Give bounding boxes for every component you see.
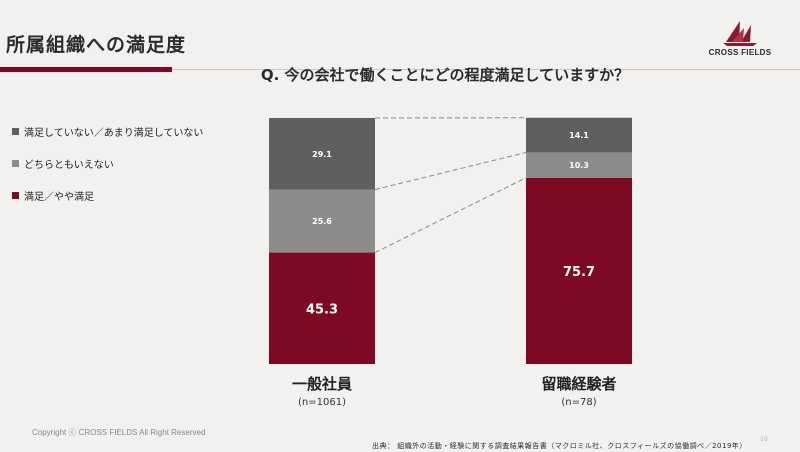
- copyright-text: Copyright ⓒ CROSS FIELDS All Right Reser…: [32, 428, 206, 437]
- bar-segment: [526, 177, 632, 364]
- bar-segment: [269, 189, 375, 253]
- legend-swatch: [12, 159, 19, 167]
- bar-segment: [526, 117, 632, 153]
- legend-item: 満足／やや満足: [12, 188, 203, 203]
- data-label: 10.3: [569, 161, 589, 170]
- title-underline-accent: [0, 67, 172, 72]
- page-number: 10: [760, 436, 768, 443]
- title-underline: [172, 69, 800, 70]
- legend-label: 満足／やや満足: [24, 191, 94, 203]
- data-label: 25.6: [312, 217, 332, 226]
- bar-segment: [526, 152, 632, 178]
- ship-sail-icon: [723, 21, 757, 46]
- category-label: 留職経験者: [541, 375, 616, 393]
- data-label: 45.3: [306, 302, 338, 317]
- bar-segment: [269, 118, 375, 190]
- data-label: 75.7: [563, 265, 595, 280]
- logo-text: CROSS FIELDS: [708, 48, 772, 57]
- page-title: 所属組織への満足度: [6, 34, 187, 56]
- legend-swatch: [12, 191, 19, 199]
- connector-line: [374, 177, 527, 254]
- legend-label: どちらともいえない: [24, 159, 114, 171]
- chart-title: Q. 今の会社で働くことにどの程度満足していますか？: [260, 66, 630, 84]
- connector-line: [374, 151, 527, 191]
- data-label: 29.1: [312, 150, 332, 159]
- legend-item: 満足していない／あまり満足していない: [12, 124, 204, 139]
- legend-label: 満足していない／あまり満足していない: [24, 127, 204, 139]
- cross-fields-logo: CROSS FIELDS: [700, 18, 780, 60]
- sample-size-label: (n=78): [561, 397, 596, 408]
- legend-swatch: [12, 127, 19, 135]
- category-label: 一般社員: [292, 375, 352, 393]
- data-label: 14.1: [569, 131, 589, 140]
- sample-size-label: (n=1061): [298, 397, 346, 408]
- chart-legend: 満足していない／あまり満足していない どちらともいえない 満足／やや満足: [12, 124, 203, 220]
- legend-item: どちらともいえない: [12, 156, 203, 171]
- source-citation: 出典： 組織外の活動・経験に関する調査結果報告書（マクロミル社、クロスフィールズ…: [372, 442, 747, 450]
- bar-segment: [269, 252, 375, 364]
